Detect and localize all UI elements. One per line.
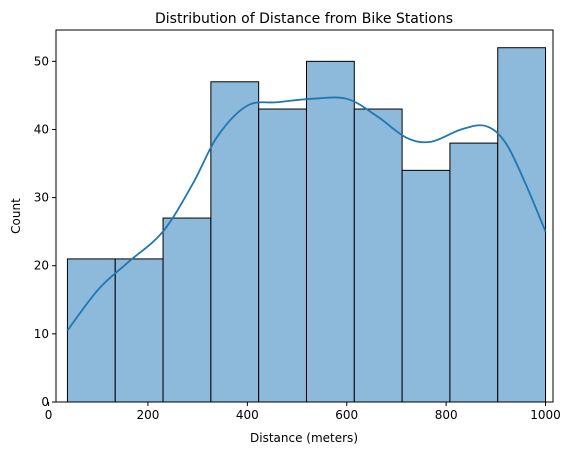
histogram-bar-10 bbox=[497, 47, 547, 403]
x-tick-label: 200 bbox=[136, 408, 159, 422]
y-ticks: 0 10 20 30 40 50 bbox=[34, 54, 56, 409]
histogram-bar-9 bbox=[449, 142, 499, 403]
y-tick-label: 30 bbox=[34, 191, 49, 205]
chart-title: Distribution of Distance from Bike Stati… bbox=[155, 11, 453, 27]
y-tick-label: 50 bbox=[34, 54, 49, 68]
histogram-bar-3 bbox=[162, 217, 212, 403]
histogram-bar-1 bbox=[66, 258, 116, 403]
histogram-bar-2 bbox=[114, 258, 164, 403]
histogram-bar-6 bbox=[305, 60, 355, 403]
bars-group bbox=[66, 47, 547, 403]
y-tick-label: 20 bbox=[34, 259, 49, 273]
kde-curve bbox=[66, 96, 547, 332]
x-tick-label: 1000 bbox=[530, 408, 561, 422]
x-tick-label: 800 bbox=[435, 408, 458, 422]
x-tick-label: 600 bbox=[335, 408, 358, 422]
histogram-bar-8 bbox=[401, 169, 451, 403]
y-tick-label: 0 bbox=[41, 395, 49, 409]
y-axis-label: Count bbox=[9, 198, 23, 234]
y-tick-label: 40 bbox=[34, 122, 49, 136]
x-tick-label: 400 bbox=[236, 408, 259, 422]
x-ticks: 0 200 400 600 800 1000 bbox=[45, 402, 561, 422]
histogram-bar-4 bbox=[210, 81, 260, 403]
histogram-bar-7 bbox=[353, 108, 403, 403]
x-axis-label: Distance (meters) bbox=[250, 431, 358, 445]
y-tick-label: 10 bbox=[34, 327, 49, 341]
x-tick-label: 0 bbox=[45, 408, 53, 422]
histogram-bar-5 bbox=[258, 108, 307, 403]
plot-frame bbox=[55, 29, 554, 403]
